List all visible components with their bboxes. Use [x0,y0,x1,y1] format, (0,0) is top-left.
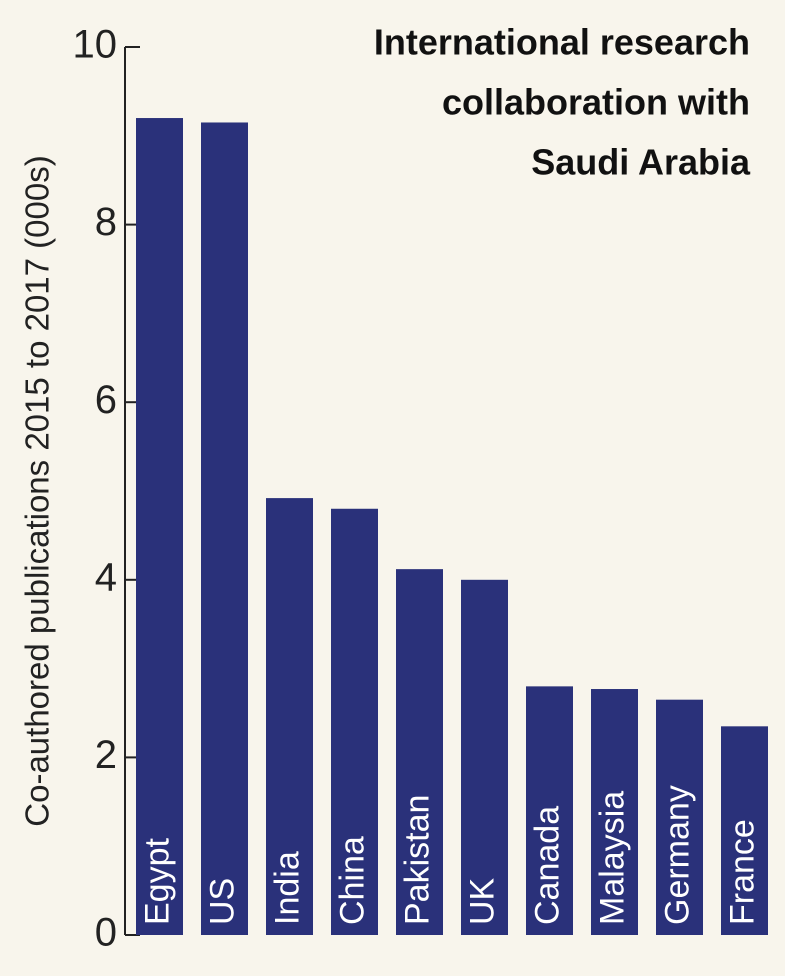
y-axis-label: Co-authored publications 2015 to 2017 (0… [19,155,56,826]
y-tick-label: 10 [73,23,118,67]
x-tick-label: Germany [658,785,696,925]
chart-title: collaboration with [442,82,750,123]
y-tick-label: 0 [95,911,117,955]
bar [461,579,508,935]
x-tick-label: China [333,836,371,925]
y-tick-label: 6 [95,378,117,422]
y-tick-label: 4 [95,555,117,599]
bar [331,508,378,935]
x-tick-label: Malaysia [593,791,631,925]
bar [721,726,768,935]
x-tick-label: UK [463,877,501,925]
x-tick-label: India [268,851,306,925]
bar [136,118,183,936]
bar [396,569,443,935]
bar [591,689,638,935]
chart-title: International research [374,22,750,63]
bar [201,122,248,936]
x-tick-label: Pakistan [398,795,436,925]
x-tick-label: France [723,819,761,925]
bar [656,699,703,935]
y-tick-label: 2 [95,733,117,777]
chart-title: Saudi Arabia [531,142,751,183]
x-tick-label: Canada [528,806,566,925]
x-tick-label: US [203,878,241,925]
bar [266,498,313,935]
x-tick-label: Egypt [138,838,176,925]
y-tick-label: 8 [95,200,117,244]
bar [526,686,573,935]
